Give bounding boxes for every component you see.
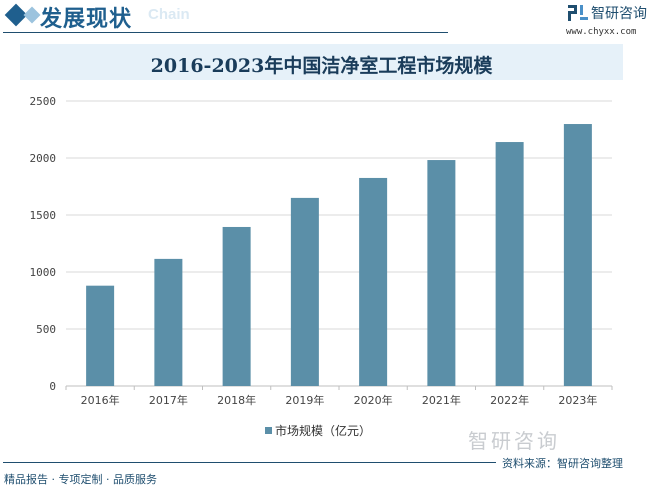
y-tick-label: 1000 <box>30 266 57 279</box>
header-diamond-accent-icon <box>23 6 41 24</box>
y-tick-label: 0 <box>49 380 56 393</box>
legend: 市场规模（亿元） <box>265 422 371 439</box>
footer-divider <box>3 462 496 463</box>
x-tick-label: 2018年 <box>217 393 256 407</box>
logo-icon <box>568 5 588 21</box>
legend-label: 市场规模（亿元） <box>275 424 372 438</box>
bar-2023年 <box>563 124 592 386</box>
logo-name: 智研咨询 <box>591 6 647 22</box>
bar-2021年 <box>427 160 456 386</box>
x-tick-label: 2017年 <box>149 393 188 407</box>
bar-2022年 <box>495 142 524 386</box>
slogan: 精品报告 · 专项定制 · 品质服务 <box>4 473 157 486</box>
bar-2019年 <box>290 197 319 386</box>
ghost-text: Chain <box>148 6 190 23</box>
y-tick-label: 1500 <box>30 209 57 222</box>
legend-swatch <box>265 427 272 434</box>
bar-2020年 <box>359 177 388 386</box>
logo-url: www.chyxx.com <box>566 27 637 37</box>
bar-2016年 <box>86 285 115 386</box>
chart-title-band: 2016-2023年中国洁净室工程市场规模 <box>20 44 623 80</box>
section-title: 发展现状 <box>40 7 133 32</box>
y-tick-label: 2000 <box>30 152 57 165</box>
x-tick-label: 2021年 <box>422 393 461 407</box>
chart-title: 2016-2023年中国洁净室工程市场规模 <box>150 55 493 77</box>
bar-chart: 0 500 1000 1500 2000 2500 2016年 2017年 2018年 2019年… <box>30 95 613 407</box>
header-divider <box>3 32 448 33</box>
x-tick-label: 2022年 <box>490 393 529 407</box>
watermark-logo: 智研咨询 <box>468 429 560 453</box>
source-note: 资料来源：智研咨询整理 <box>502 457 623 470</box>
bar-2018年 <box>222 226 251 386</box>
bar-2017年 <box>154 258 183 386</box>
x-tick-label: 2023年 <box>558 393 597 407</box>
x-tick-label: 2016年 <box>81 393 120 407</box>
y-tick-label: 2500 <box>30 95 57 108</box>
x-tick-label: 2019年 <box>285 393 324 407</box>
x-tick-label: 2020年 <box>354 393 393 407</box>
y-tick-label: 500 <box>36 323 56 336</box>
